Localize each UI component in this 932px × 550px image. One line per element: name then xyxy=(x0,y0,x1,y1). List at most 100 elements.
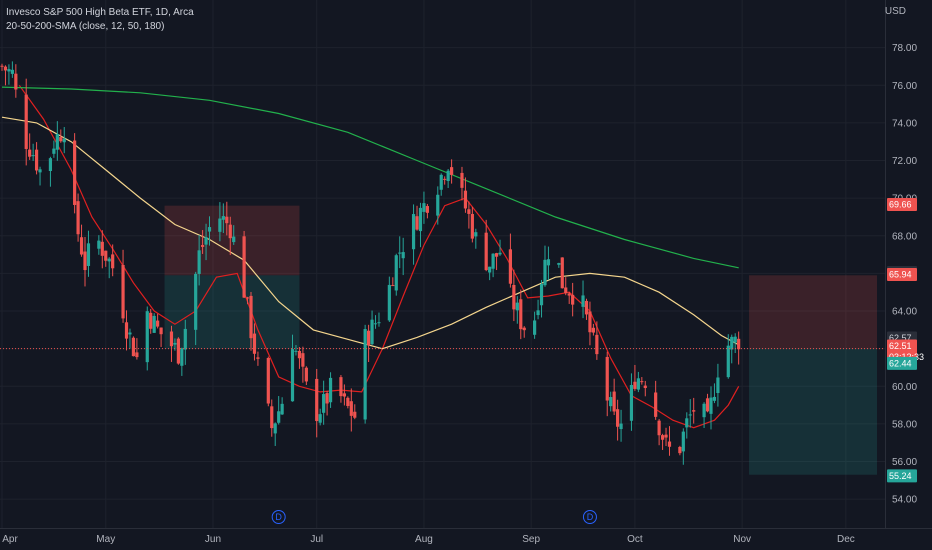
candle[interactable] xyxy=(612,378,616,416)
candle[interactable] xyxy=(512,269,516,322)
stop-loss-zone[interactable] xyxy=(749,275,877,349)
candle[interactable] xyxy=(619,409,623,442)
indicator-label[interactable]: 20-50-200-SMA (close, 12, 50, 180) xyxy=(6,21,165,32)
chart-legend[interactable]: Invesco S&P 500 High Beta ETF, 1D, Arca … xyxy=(6,6,194,34)
candle[interactable] xyxy=(176,337,180,365)
candle[interactable] xyxy=(14,64,18,98)
candle[interactable] xyxy=(370,310,374,346)
candle[interactable] xyxy=(83,236,87,287)
candle[interactable] xyxy=(297,347,302,369)
candle[interactable] xyxy=(273,422,277,446)
candle[interactable] xyxy=(252,323,257,361)
candle[interactable] xyxy=(52,140,56,158)
take-profit-zone[interactable] xyxy=(749,348,877,475)
candle[interactable] xyxy=(398,236,402,269)
candle[interactable] xyxy=(539,279,544,318)
candle[interactable] xyxy=(425,203,429,219)
candle[interactable] xyxy=(705,393,710,413)
candle[interactable] xyxy=(266,356,270,407)
candle[interactable] xyxy=(439,173,443,196)
candle[interactable] xyxy=(367,324,371,362)
candle[interactable] xyxy=(629,373,634,431)
candle[interactable] xyxy=(131,336,136,357)
candle[interactable] xyxy=(584,298,589,320)
candle[interactable] xyxy=(436,186,440,225)
candle[interactable] xyxy=(79,224,84,257)
candle[interactable] xyxy=(418,202,423,248)
candle[interactable] xyxy=(270,399,274,437)
candle[interactable] xyxy=(232,225,236,245)
candle[interactable] xyxy=(228,216,232,255)
candle[interactable] xyxy=(107,257,111,279)
candle[interactable] xyxy=(48,156,53,187)
candle[interactable] xyxy=(491,253,495,278)
candle[interactable] xyxy=(242,230,246,298)
candle[interactable] xyxy=(681,428,685,465)
candle[interactable] xyxy=(411,204,416,265)
candle[interactable] xyxy=(657,419,661,446)
candle[interactable] xyxy=(522,326,526,338)
candle[interactable] xyxy=(249,291,253,351)
candle[interactable] xyxy=(325,390,329,416)
candle[interactable] xyxy=(730,334,734,364)
candle[interactable] xyxy=(664,427,668,447)
candle[interactable] xyxy=(450,159,454,184)
candle[interactable] xyxy=(484,219,488,272)
time-axis[interactable]: Apr May Jun Jul Aug Sep Oct Nov Dec xyxy=(2,534,855,545)
candle[interactable] xyxy=(200,230,205,254)
candle[interactable] xyxy=(152,313,156,333)
candle[interactable] xyxy=(280,397,284,415)
candle[interactable] xyxy=(688,399,692,428)
candle[interactable] xyxy=(290,334,295,402)
candle[interactable] xyxy=(97,235,101,255)
candle[interactable] xyxy=(328,372,333,408)
candle[interactable] xyxy=(508,233,512,288)
candle[interactable] xyxy=(180,347,184,376)
candle[interactable] xyxy=(536,299,540,320)
candle[interactable] xyxy=(339,375,343,403)
candle[interactable] xyxy=(467,201,471,229)
candle[interactable] xyxy=(349,388,353,432)
candle[interactable] xyxy=(581,280,585,319)
candle[interactable] xyxy=(616,399,620,441)
candle[interactable] xyxy=(28,133,32,160)
candle[interactable] xyxy=(55,121,59,161)
candle[interactable] xyxy=(726,334,730,379)
candle[interactable] xyxy=(31,143,35,161)
candle[interactable] xyxy=(733,333,737,354)
candle[interactable] xyxy=(10,61,14,78)
candle[interactable] xyxy=(474,228,478,249)
candle[interactable] xyxy=(34,142,39,175)
candle[interactable] xyxy=(498,239,502,256)
candle[interactable] xyxy=(169,325,174,362)
candle[interactable] xyxy=(660,433,665,450)
candle[interactable] xyxy=(609,391,613,412)
candle[interactable] xyxy=(0,63,4,71)
candle[interactable] xyxy=(245,296,250,305)
candle[interactable] xyxy=(667,426,672,456)
candle[interactable] xyxy=(567,291,571,304)
candle[interactable] xyxy=(401,237,405,276)
candle[interactable] xyxy=(446,168,450,188)
candle[interactable] xyxy=(557,262,561,268)
candle[interactable] xyxy=(643,380,647,397)
candle[interactable] xyxy=(391,277,395,287)
candle[interactable] xyxy=(494,252,499,271)
candle[interactable] xyxy=(422,191,426,224)
candle[interactable] xyxy=(218,202,222,242)
candle[interactable] xyxy=(519,289,523,340)
candle[interactable] xyxy=(533,311,537,339)
candle[interactable] xyxy=(588,301,592,346)
candle[interactable] xyxy=(470,206,474,243)
candle[interactable] xyxy=(145,306,149,371)
candle[interactable] xyxy=(605,351,609,417)
candle[interactable] xyxy=(322,380,326,425)
candle[interactable] xyxy=(62,127,66,154)
candle[interactable] xyxy=(460,166,464,201)
candle[interactable] xyxy=(571,282,575,317)
symbol-title[interactable]: Invesco S&P 500 High Beta ETF, 1D, Arca xyxy=(6,7,194,18)
candle[interactable] xyxy=(678,445,682,456)
candle[interactable] xyxy=(709,386,713,430)
candle[interactable] xyxy=(100,230,104,269)
